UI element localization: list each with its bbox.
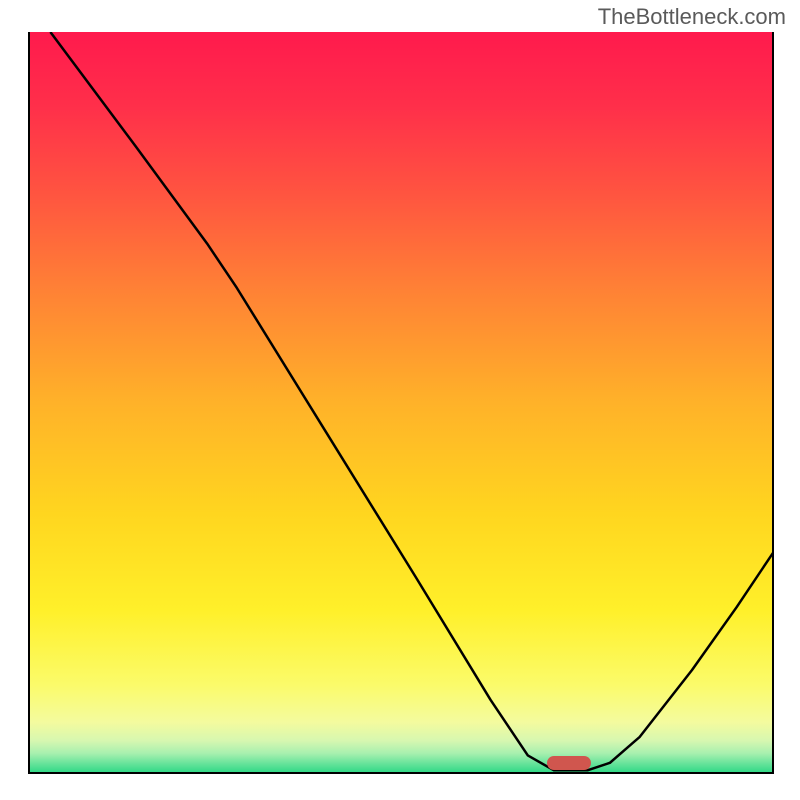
curve-layer [28, 32, 774, 774]
bottleneck-curve [50, 32, 774, 770]
watermark-text: TheBottleneck.com [598, 4, 786, 30]
chart-container: TheBottleneck.com [0, 0, 800, 800]
bottleneck-marker [547, 756, 591, 770]
